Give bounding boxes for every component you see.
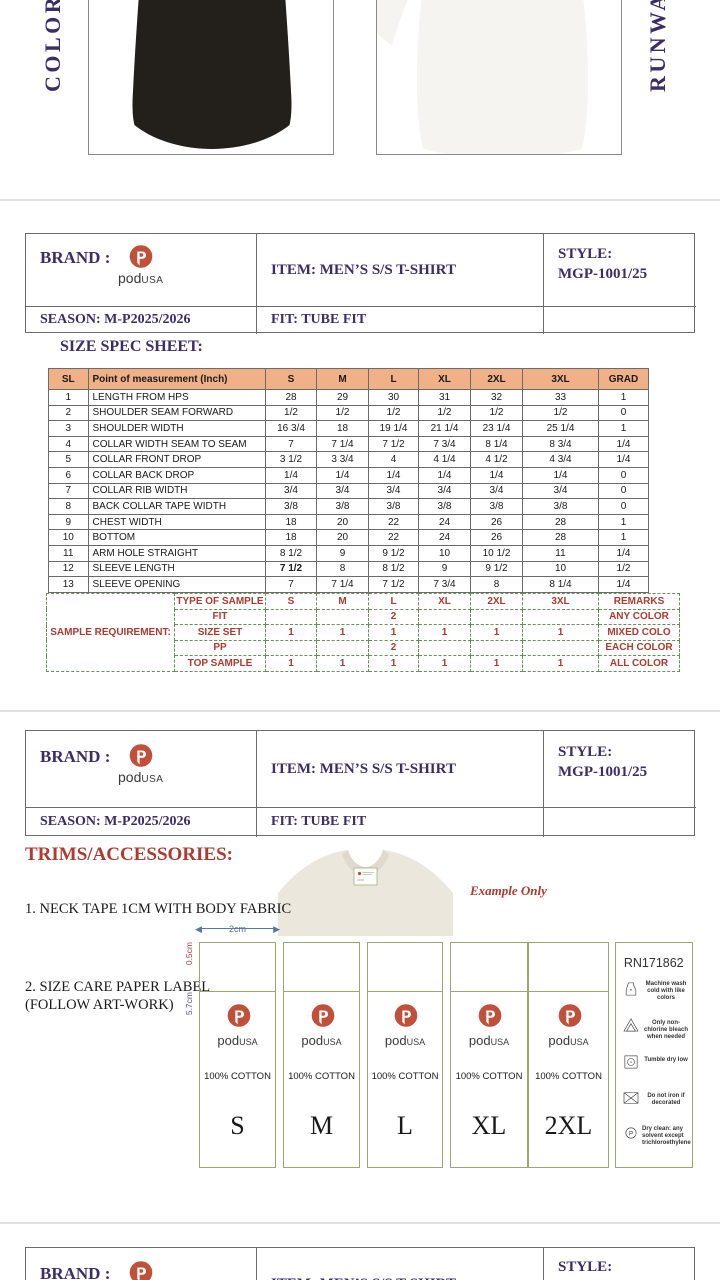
svg-text:P: P bbox=[629, 1132, 633, 1138]
